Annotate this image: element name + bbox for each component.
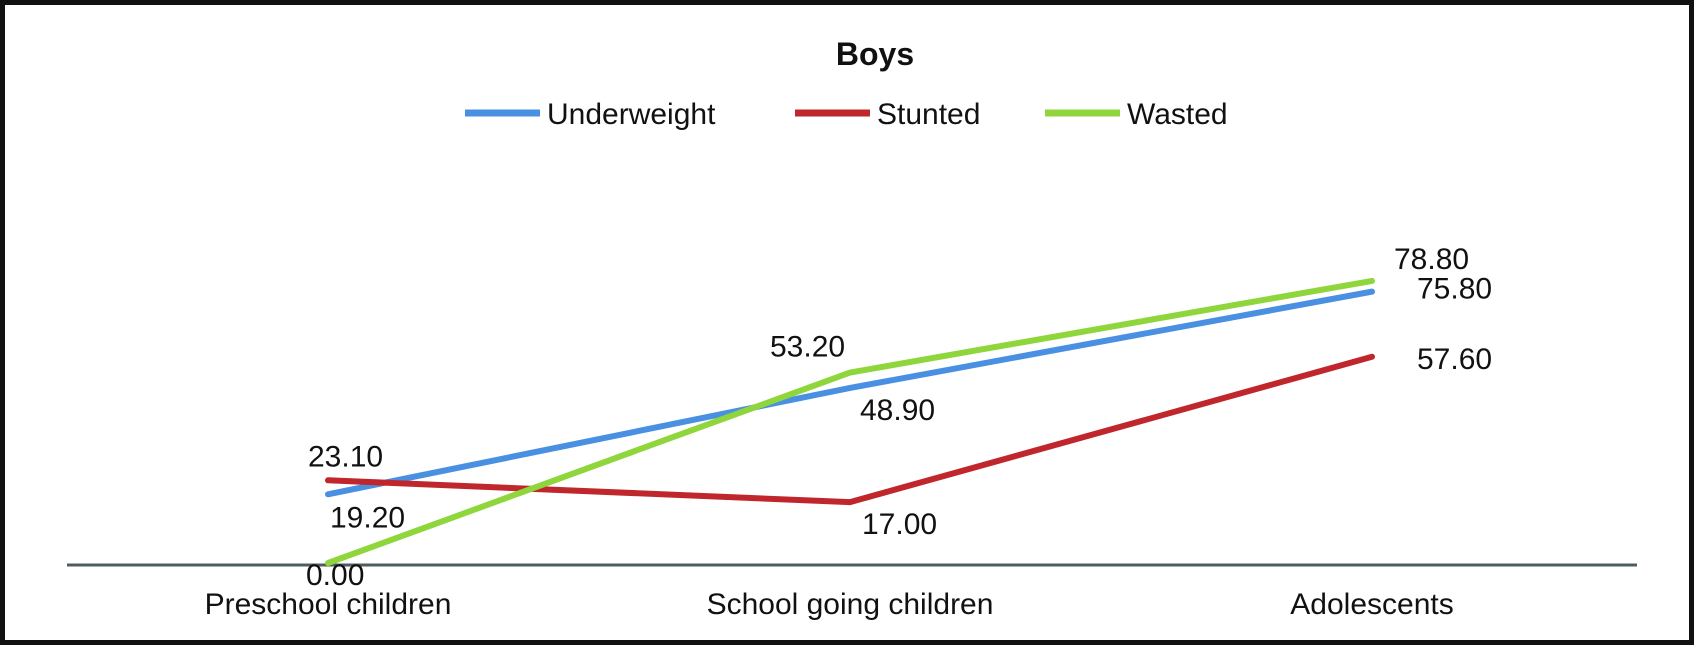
data-label-underweight: 75.80 — [1417, 273, 1492, 306]
legend-label-underweight: Underweight — [547, 98, 716, 131]
chart-svg: Boys Underweight Stunted Wasted Preschool … — [67, 36, 1637, 621]
data-label-wasted: 53.20 — [770, 331, 845, 364]
data-label-wasted: 78.80 — [1394, 243, 1469, 276]
legend-label-stunted: Stunted — [877, 98, 980, 131]
chart-title: Boys — [836, 36, 914, 72]
series-line-stunted — [325, 353, 1375, 506]
data-label-underweight: 48.90 — [860, 394, 935, 427]
x-axis-ticks: Preschool children School going children A… — [205, 588, 1454, 621]
legend: Underweight Stunted Wasted — [465, 98, 1228, 131]
data-label-wasted: 0.00 — [306, 559, 364, 592]
legend-label-wasted: Wasted — [1127, 98, 1228, 131]
x-tick-label: Preschool children — [205, 588, 452, 621]
x-tick-label: School going children — [707, 588, 994, 621]
data-label-underweight: 19.20 — [330, 501, 405, 534]
data-label-stunted: 57.60 — [1417, 343, 1492, 376]
series-line-wasted — [325, 277, 1375, 566]
x-tick-label: Adolescents — [1290, 588, 1453, 621]
series-lines — [325, 277, 1375, 566]
data-label-stunted: 23.10 — [308, 440, 383, 473]
data-labels: 19.20 48.90 75.80 23.10 17.00 57.60 0.00 53.20 7… — [306, 243, 1492, 592]
series-line-underweight — [325, 288, 1375, 498]
data-label-stunted: 17.00 — [862, 508, 937, 541]
